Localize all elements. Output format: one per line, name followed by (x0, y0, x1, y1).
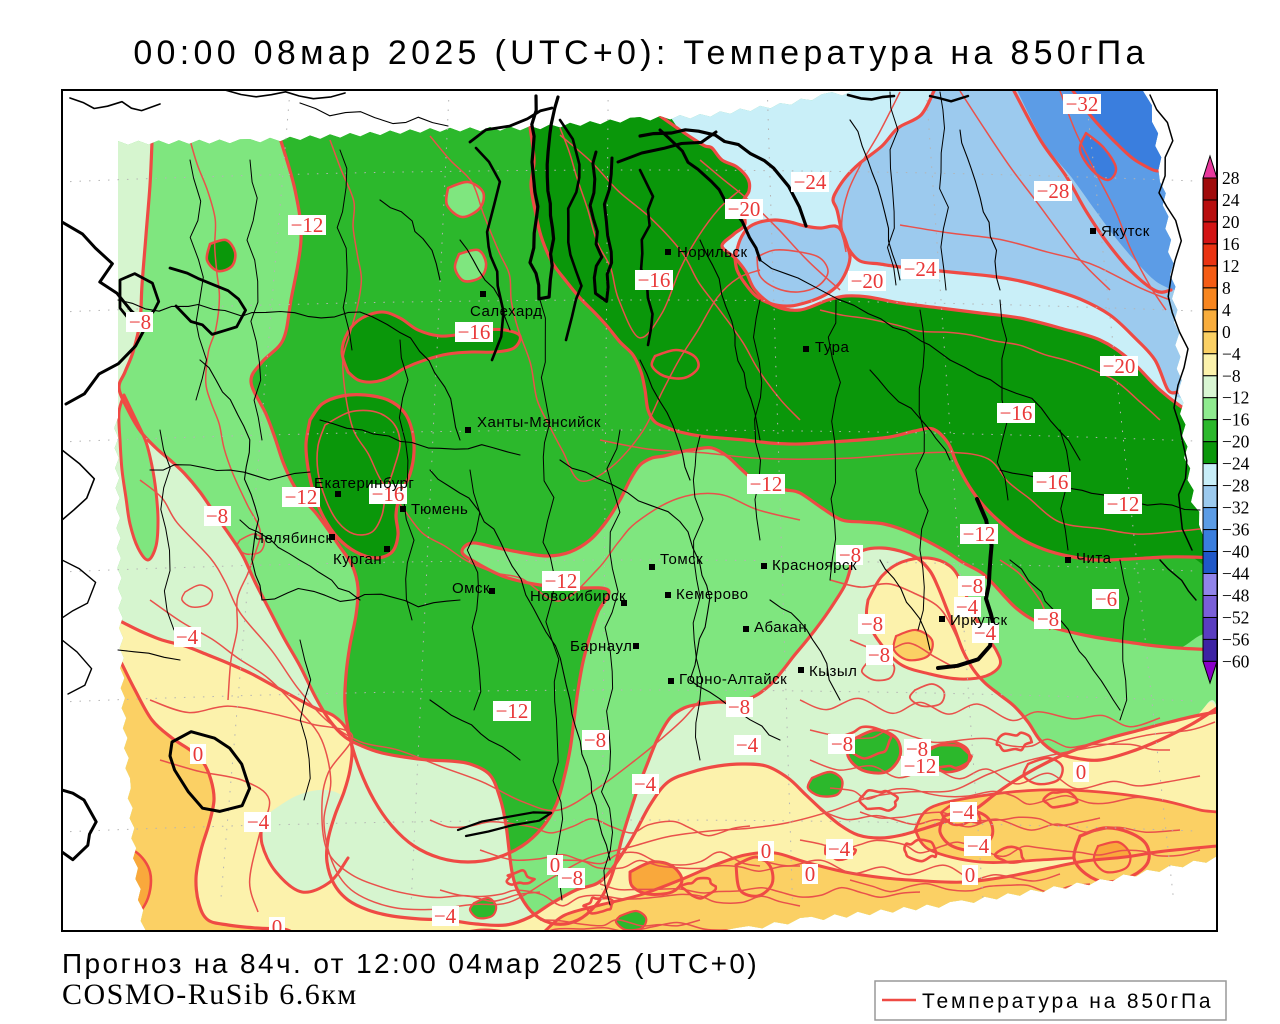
svg-text:−28: −28 (1037, 179, 1070, 203)
svg-text:Омск: Омск (452, 580, 490, 597)
svg-text:−8: −8 (584, 728, 606, 752)
svg-text:−12: −12 (904, 754, 937, 778)
svg-text:−20: −20 (1103, 354, 1136, 378)
svg-text:0: 0 (965, 863, 976, 887)
svg-text:−16: −16 (638, 268, 671, 292)
svg-text:0: 0 (1222, 322, 1231, 342)
svg-text:0: 0 (805, 862, 816, 886)
svg-text:16: 16 (1222, 234, 1240, 254)
svg-text:Ханты-Мансийск: Ханты-Мансийск (477, 414, 601, 431)
svg-text:−36: −36 (1222, 520, 1250, 540)
svg-text:−8: −8 (861, 612, 883, 636)
svg-text:−4: −4 (1222, 344, 1241, 364)
svg-text:−8: −8 (206, 504, 228, 528)
svg-text:Тюмень: Тюмень (411, 501, 468, 518)
svg-text:−28: −28 (1222, 476, 1250, 496)
svg-text:Прогноз на 84ч. от 12:00 04мар: Прогноз на 84ч. от 12:00 04мар 2025 (UTC… (62, 948, 759, 979)
svg-text:−12: −12 (545, 569, 578, 593)
svg-text:−4: −4 (736, 733, 759, 757)
svg-text:Красноярск: Красноярск (772, 557, 857, 574)
svg-text:−4: −4 (634, 772, 657, 796)
svg-text:−12: −12 (291, 213, 324, 237)
svg-text:−16: −16 (458, 320, 491, 344)
svg-text:−32: −32 (1066, 92, 1099, 116)
svg-text:0: 0 (272, 915, 283, 939)
svg-text:0: 0 (761, 839, 772, 863)
svg-text:−32: −32 (1222, 498, 1249, 518)
svg-text:−12: −12 (496, 699, 529, 723)
svg-text:−16: −16 (1036, 470, 1069, 494)
svg-text:−4: −4 (952, 800, 975, 824)
svg-text:−60: −60 (1222, 651, 1250, 671)
svg-text:−24: −24 (1222, 454, 1250, 474)
svg-text:−8: −8 (1037, 607, 1059, 631)
svg-text:24: 24 (1222, 190, 1240, 210)
svg-text:−20: −20 (1222, 432, 1250, 452)
svg-text:0: 0 (193, 742, 204, 766)
svg-text:Кызыл: Кызыл (809, 663, 857, 680)
svg-text:−8: −8 (561, 866, 583, 890)
svg-text:20: 20 (1222, 212, 1240, 232)
svg-text:Чита: Чита (1076, 550, 1112, 567)
svg-text:−20: −20 (851, 269, 884, 293)
svg-text:−12: −12 (1222, 388, 1249, 408)
svg-text:Норильск: Норильск (677, 244, 748, 261)
svg-text:28: 28 (1222, 168, 1240, 188)
svg-text:−48: −48 (1222, 586, 1250, 606)
svg-text:8: 8 (1222, 278, 1231, 298)
svg-text:Курган: Курган (333, 551, 382, 568)
svg-text:−56: −56 (1222, 629, 1250, 649)
svg-text:−8: −8 (906, 737, 928, 761)
svg-text:Температура на 850гПа: Температура на 850гПа (922, 990, 1213, 1013)
svg-text:Челябинск: Челябинск (254, 530, 333, 547)
svg-text:−8: −8 (1222, 366, 1241, 386)
svg-text:−40: −40 (1222, 542, 1250, 562)
svg-text:−12: −12 (750, 472, 783, 496)
svg-text:Абакан: Абакан (754, 619, 807, 636)
svg-text:−52: −52 (1222, 608, 1249, 628)
svg-text:−12: −12 (1107, 492, 1140, 516)
svg-text:−20: −20 (728, 197, 761, 221)
svg-text:0: 0 (1076, 760, 1087, 784)
svg-text:Горно-Алтайск: Горно-Алтайск (679, 671, 787, 688)
svg-text:−16: −16 (1000, 401, 1033, 425)
svg-text:−12: −12 (285, 485, 318, 509)
svg-text:−8: −8 (831, 732, 853, 756)
svg-text:−4: −4 (974, 621, 997, 645)
svg-text:Салехард: Салехард (470, 303, 543, 320)
svg-text:Тура: Тура (815, 339, 849, 356)
svg-text:−4: −4 (967, 834, 990, 858)
svg-text:−6: −6 (1095, 587, 1117, 611)
svg-text:Томск: Томск (660, 551, 703, 568)
svg-text:−4: −4 (176, 625, 199, 649)
svg-text:Иркутск: Иркутск (950, 612, 1008, 629)
svg-text:−4: −4 (956, 595, 979, 619)
svg-text:−24: −24 (794, 170, 827, 194)
svg-text:Якутск: Якутск (1101, 223, 1150, 240)
svg-text:−16: −16 (1222, 410, 1250, 430)
svg-text:Екатеринбург: Екатеринбург (314, 475, 414, 492)
svg-text:Новосибирск: Новосибирск (530, 588, 626, 605)
svg-text:−4: −4 (247, 810, 270, 834)
svg-text:12: 12 (1222, 256, 1240, 276)
svg-text:−4: −4 (828, 837, 851, 861)
svg-text:4: 4 (1222, 300, 1231, 320)
svg-text:−12: −12 (963, 522, 996, 546)
svg-text:−4: −4 (434, 904, 457, 928)
svg-text:0: 0 (550, 853, 561, 877)
svg-text:−8: −8 (129, 310, 151, 334)
svg-text:−44: −44 (1222, 564, 1250, 584)
svg-text:−24: −24 (904, 257, 937, 281)
svg-text:COSMO-RuSib 6.6км: COSMO-RuSib 6.6км (62, 978, 358, 1011)
svg-text:−8: −8 (868, 643, 890, 667)
svg-text:−8: −8 (961, 574, 983, 598)
svg-text:−8: −8 (728, 695, 750, 719)
svg-text:Кемерово: Кемерово (676, 586, 749, 603)
svg-text:−16: −16 (372, 482, 405, 506)
svg-text:00:00 08мар 2025 (UTC+0): Темп: 00:00 08мар 2025 (UTC+0): Температура на… (133, 34, 1148, 72)
svg-text:−8: −8 (839, 543, 861, 567)
svg-text:Барнаул: Барнаул (570, 638, 632, 655)
